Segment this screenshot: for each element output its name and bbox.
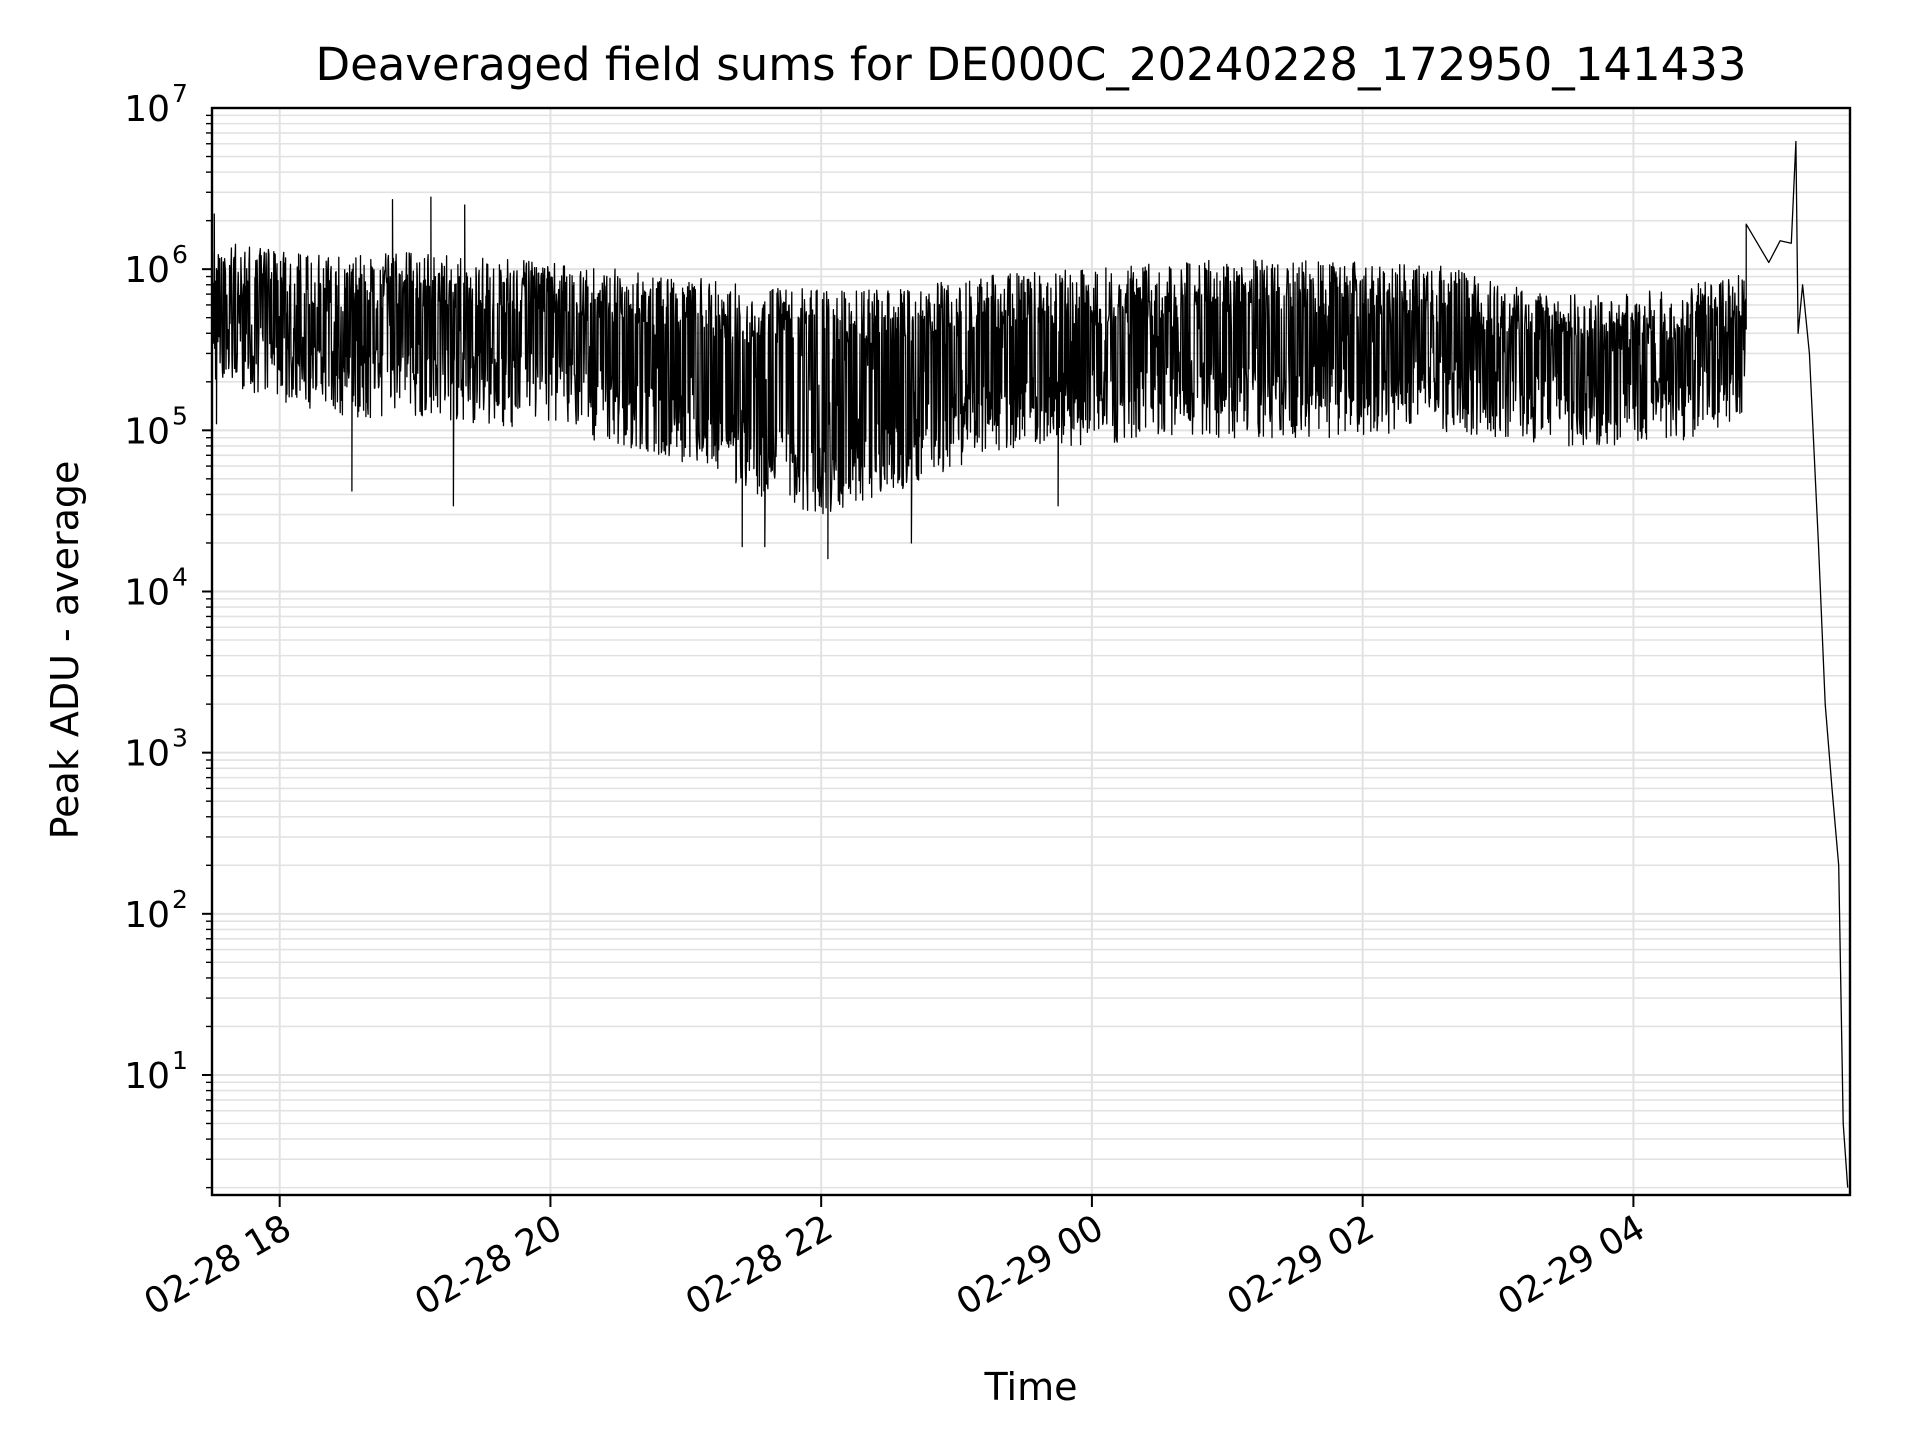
chart-title: Deaveraged field sums for DE000C_2024022… [315,38,1746,91]
y-tick-exponent: 5 [172,401,188,430]
data-layer [211,140,1849,1188]
y-tick-exponent: 1 [172,1046,188,1075]
y-tick-exponent: 4 [172,562,188,591]
y-tick-label: 10 [124,89,170,130]
y-tick-label: 10 [124,895,170,936]
x-tick-label: 02-28 18 [138,1207,299,1323]
y-tick-label: 10 [124,1056,170,1097]
y-tick-exponent: 2 [172,885,188,914]
y-axis-label: Peak ADU - average [43,461,87,840]
x-axis-label: Time [984,1365,1078,1409]
y-tick-exponent: 3 [172,724,188,753]
x-tick-label: 02-28 20 [408,1207,569,1323]
y-tick-label: 10 [124,411,170,452]
plot-frame [210,106,1852,1197]
axes: 02-28 18 02-28 20 02-28 22 02-29 00 02-29 02… [124,79,1852,1324]
y-tick-exponent: 6 [172,240,188,269]
y-tick-label: 10 [124,734,170,775]
x-tick-label: 02-28 22 [679,1207,840,1323]
x-tick-label: 02-29 04 [1491,1207,1652,1323]
x-tick-label: 02-29 02 [1220,1207,1381,1323]
x-tick-label: 02-29 00 [950,1207,1111,1323]
y-tick-label: 10 [124,572,170,613]
y-tick-label: 10 [124,250,170,291]
series-line [211,140,1849,1188]
grid [212,108,1850,1195]
y-tick-exponent: 7 [172,79,188,108]
